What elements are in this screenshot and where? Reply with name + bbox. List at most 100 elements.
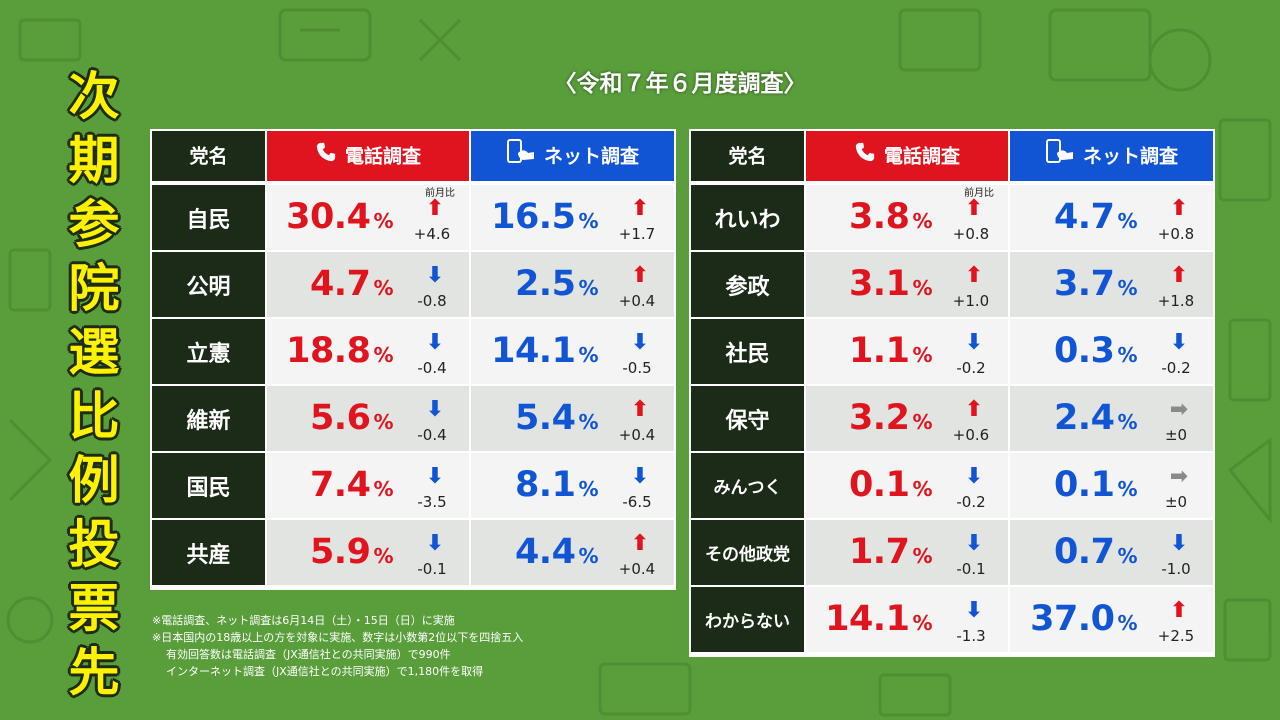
phone-value: 5.6% (310, 398, 394, 442)
percentage-number: 3.2 (848, 398, 910, 438)
footnote: インターネット調査（JX通信社との共同実施）で1,180件を取得 (166, 665, 484, 678)
smartphone-icon (506, 132, 536, 182)
percentage-number: 14.1 (825, 599, 910, 639)
percent-sign: % (912, 276, 932, 300)
phone-value: 1.7% (849, 532, 933, 576)
arrow-up-icon: ⬆ (630, 263, 650, 288)
month-change: -0.2 (956, 359, 986, 377)
title-char: 先 (68, 644, 120, 703)
month-change: -1.3 (956, 627, 986, 645)
percentage-number: 30.4 (286, 197, 371, 237)
percentage-number: 0.3 (1053, 331, 1115, 371)
phone-value: 3.2% (848, 398, 933, 442)
arrow-up-icon: ⬆ (1169, 598, 1189, 623)
table-row: 立憲 18.8% ⬇ -0.4 14.1% ⬇ -0.5 (150, 319, 676, 384)
percent-sign: % (578, 477, 598, 501)
title-char: 票 (68, 580, 120, 639)
header-party: 党名 (152, 131, 265, 181)
month-change: -0.2 (956, 493, 986, 511)
net-value: 2.4% (1054, 398, 1138, 442)
net-value: 4.4% (515, 532, 599, 576)
arrow-down-icon: ⬇ (964, 330, 984, 355)
net-value: 0.3% (1053, 331, 1138, 375)
arrow-up-icon: ⬆ (630, 531, 650, 556)
arrow-flat-icon: ➡ (1169, 397, 1189, 422)
table-row: れいわ 3.8% ⬆ +0.8 前月比 4.7% ⬆ +0.8 (689, 185, 1215, 250)
arrow-down-icon: ⬇ (425, 263, 445, 288)
table-row: その他政党 1.7% ⬇ -0.1 0.7% ⬇ -1.0 (689, 520, 1215, 585)
month-change: -3.5 (417, 493, 447, 511)
arrow-down-icon: ⬇ (425, 397, 445, 422)
header-net-survey: ネット調査 (1010, 131, 1213, 181)
month-change: ±0 (1164, 426, 1188, 444)
month-change: -0.4 (417, 426, 447, 444)
header-party-label: 党名 (728, 145, 767, 168)
percentage-number: 18.8 (286, 331, 371, 371)
month-change: -0.4 (417, 359, 447, 377)
month-change: +1.0 (952, 292, 990, 310)
percent-sign: % (1117, 611, 1137, 635)
net-value: 14.1% (491, 331, 598, 375)
month-change: +1.8 (1157, 292, 1195, 310)
arrow-up-icon: ⬆ (630, 196, 650, 221)
table-header: 党名 電話調査 ネット調査 (150, 129, 676, 183)
table-row: 保守 3.2% ⬆ +0.6 2.4% ➡ ±0 (689, 386, 1215, 451)
percent-sign: % (1117, 544, 1137, 568)
month-change: +0.4 (618, 426, 656, 444)
party-name: 参政 (691, 252, 804, 317)
header-phone-label: 電話調査 (883, 145, 960, 168)
month-over-month-label: 前月比 (425, 188, 455, 199)
percentage-number: 0.1 (848, 465, 910, 505)
percentage-number: 7.4 (309, 465, 371, 505)
month-change: +0.8 (952, 225, 990, 243)
table-row: みんつく 0.1% ⬇ -0.2 0.1% ➡ ±0 (689, 453, 1215, 518)
arrow-down-icon: ⬇ (630, 330, 650, 355)
percentage-number: 37.0 (1030, 599, 1115, 639)
net-value: 4.7% (1054, 197, 1138, 241)
phone-result-cell: 4.7% ⬇ -0.8 (267, 252, 469, 317)
month-change: +1.7 (618, 225, 656, 243)
phone-result-cell: 1.7% ⬇ -0.1 (806, 520, 1008, 585)
percent-sign: % (578, 544, 598, 568)
arrow-up-icon: ⬆ (1169, 263, 1189, 288)
arrow-up-icon: ⬆ (964, 263, 984, 288)
table-header: 党名 電話調査 ネット調査 (689, 129, 1215, 183)
percent-sign: % (373, 410, 393, 434)
percentage-number: 5.4 (514, 398, 576, 438)
percent-sign: % (373, 544, 393, 568)
footnote: 有効回答数は電話調査（JX通信社との共同実施）で990件 (166, 648, 451, 661)
month-change: +0.4 (618, 292, 656, 310)
percent-sign: % (912, 343, 932, 367)
percent-sign: % (1117, 477, 1137, 501)
net-result-cell: 2.4% ➡ ±0 (1010, 386, 1213, 451)
net-result-cell: 8.1% ⬇ -6.5 (471, 453, 674, 518)
party-name: 維新 (152, 386, 265, 451)
percent-sign: % (1117, 276, 1137, 300)
arrow-down-icon: ⬇ (964, 598, 984, 623)
arrow-down-icon: ⬇ (964, 464, 984, 489)
net-value: 37.0% (1030, 599, 1137, 643)
phone-result-cell: 3.8% ⬆ +0.8 前月比 (806, 185, 1008, 250)
net-value: 5.4% (514, 398, 599, 442)
table-row: 参政 3.1% ⬆ +1.0 3.7% ⬆ +1.8 (689, 252, 1215, 317)
phone-value: 3.1% (849, 264, 933, 308)
net-result-cell: 0.7% ⬇ -1.0 (1010, 520, 1213, 585)
month-change: +4.6 (413, 225, 451, 243)
table-row: 共産 5.9% ⬇ -0.1 4.4% ⬆ +0.4 (150, 520, 676, 585)
phone-result-cell: 3.1% ⬆ +1.0 (806, 252, 1008, 317)
party-name: 社民 (691, 319, 804, 384)
percent-sign: % (912, 611, 932, 635)
percent-sign: % (373, 343, 393, 367)
table-row: 自民 30.4% ⬆ +4.6 前月比 16.5% ⬆ +1.7 (150, 185, 676, 250)
smartphone-icon (1045, 132, 1075, 182)
header-net-label: ネット調査 (1082, 145, 1178, 168)
percent-sign: % (912, 410, 932, 434)
percent-sign: % (1117, 410, 1137, 434)
net-result-cell: 0.1% ➡ ±0 (1010, 453, 1213, 518)
percent-sign: % (373, 209, 393, 233)
net-result-cell: 3.7% ⬆ +1.8 (1010, 252, 1213, 317)
party-name: その他政党 (691, 520, 804, 585)
percent-sign: % (373, 276, 393, 300)
net-value: 3.7% (1054, 264, 1138, 308)
